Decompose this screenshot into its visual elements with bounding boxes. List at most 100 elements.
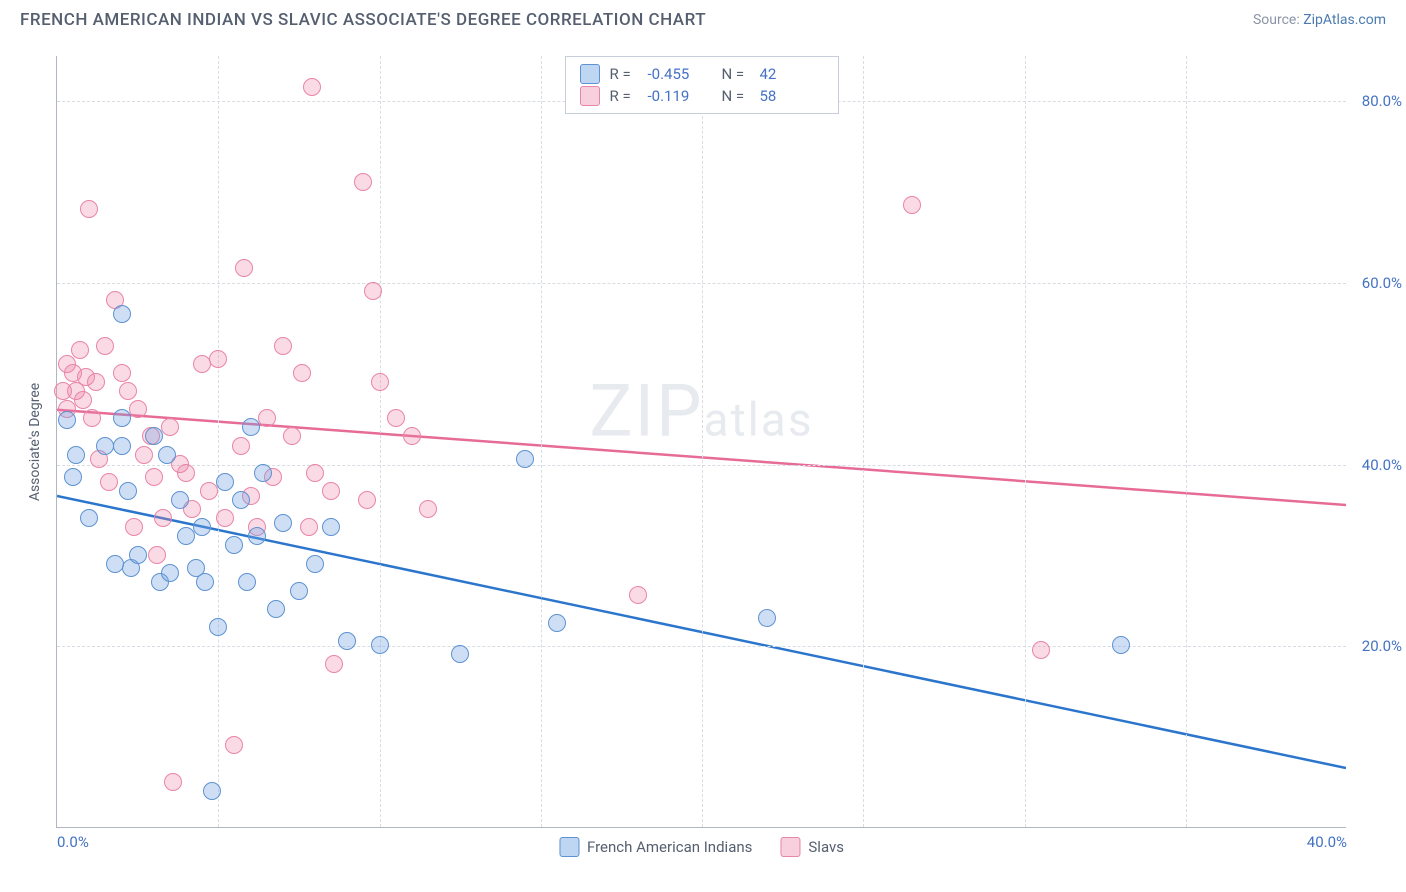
gridline-vertical	[863, 56, 864, 827]
data-point-slavs	[209, 350, 227, 368]
n-value: 42	[760, 63, 824, 85]
series-legend: French American Indians Slavs	[559, 837, 844, 857]
series-legend-label: Slavs	[808, 838, 844, 856]
data-point-french-american-indian	[306, 555, 324, 573]
data-point-french-american-indian	[145, 427, 163, 445]
data-point-french-american-indian	[1112, 636, 1130, 654]
plot-region: ZIPatlas Associate's Degree R =-0.455N =…	[56, 56, 1346, 828]
data-point-slavs	[113, 364, 131, 382]
series-legend-label: French American Indians	[587, 838, 752, 856]
data-point-french-american-indian	[113, 305, 131, 323]
data-point-slavs	[387, 409, 405, 427]
data-point-slavs	[371, 373, 389, 391]
data-point-french-american-indian	[225, 536, 243, 554]
data-point-slavs	[325, 655, 343, 673]
data-point-french-american-indian	[193, 518, 211, 536]
data-point-french-american-indian	[161, 564, 179, 582]
gridline-vertical	[218, 56, 219, 827]
data-point-french-american-indian	[64, 468, 82, 486]
gridline-vertical	[1186, 56, 1187, 827]
gridline-vertical	[380, 56, 381, 827]
legend-swatch-pink	[580, 86, 600, 106]
data-point-slavs	[87, 373, 105, 391]
data-point-slavs	[135, 446, 153, 464]
data-point-slavs	[100, 473, 118, 491]
data-point-slavs	[419, 500, 437, 518]
data-point-french-american-indian	[119, 482, 137, 500]
gridline-vertical	[1025, 56, 1026, 827]
data-point-slavs	[80, 200, 98, 218]
y-tick-label: 20.0%	[1362, 637, 1402, 655]
correlation-legend-row: R = -0.119 N = 58	[580, 85, 824, 107]
data-point-french-american-indian	[203, 782, 221, 800]
data-point-french-american-indian	[196, 573, 214, 591]
data-point-french-american-indian	[371, 636, 389, 654]
n-label: N =	[722, 85, 750, 107]
n-label: N =	[722, 63, 750, 85]
chart-area: ZIPatlas Associate's Degree R = -0.455 N =…	[20, 46, 1386, 882]
legend-swatch-blue	[559, 837, 579, 857]
data-point-slavs	[129, 400, 147, 418]
data-point-french-american-indian	[516, 450, 534, 468]
data-point-french-american-indian	[129, 546, 147, 564]
data-point-slavs	[364, 282, 382, 300]
r-value: -0.455	[648, 63, 712, 85]
x-tick-label: 0.0%	[57, 833, 89, 851]
watermark-big: ZIP	[589, 368, 703, 453]
legend-swatch-blue	[580, 64, 600, 84]
data-point-french-american-indian	[267, 600, 285, 618]
data-point-french-american-indian	[338, 632, 356, 650]
data-point-slavs	[145, 468, 163, 486]
series-legend-item: Slavs	[780, 837, 844, 857]
gridline-vertical	[702, 56, 703, 827]
data-point-french-american-indian	[290, 582, 308, 600]
r-value: -0.119	[648, 85, 712, 107]
data-point-slavs	[232, 437, 250, 455]
watermark-small: atlas	[704, 393, 814, 447]
correlation-legend-row: R =-0.455N =42	[580, 63, 824, 85]
r-label: R =	[610, 85, 638, 107]
x-tick-label: 40.0%	[1307, 833, 1347, 851]
data-point-slavs	[903, 196, 921, 214]
source-link[interactable]: ZipAtlas.com	[1303, 12, 1386, 28]
data-point-slavs	[216, 509, 234, 527]
chart-source: Source: ZipAtlas.com	[1253, 12, 1386, 28]
n-value: 58	[760, 85, 824, 107]
data-point-slavs	[83, 409, 101, 427]
y-tick-label: 60.0%	[1362, 274, 1402, 292]
data-point-slavs	[225, 736, 243, 754]
correlation-legend: R = -0.455 N = 42R = -0.119 N = 58	[565, 56, 839, 114]
data-point-french-american-indian	[322, 518, 340, 536]
data-point-slavs	[71, 341, 89, 359]
data-point-french-american-indian	[58, 411, 76, 429]
data-point-slavs	[629, 586, 647, 604]
data-point-french-american-indian	[248, 527, 266, 545]
data-point-slavs	[148, 546, 166, 564]
series-legend-item: French American Indians	[559, 837, 752, 857]
data-point-slavs	[258, 409, 276, 427]
data-point-slavs	[283, 427, 301, 445]
y-tick-label: 80.0%	[1362, 92, 1402, 110]
data-point-slavs	[293, 364, 311, 382]
data-point-slavs	[1032, 641, 1050, 659]
data-point-slavs	[403, 427, 421, 445]
gridline-vertical	[541, 56, 542, 827]
data-point-french-american-indian	[67, 446, 85, 464]
data-point-slavs	[235, 259, 253, 277]
data-point-french-american-indian	[177, 527, 195, 545]
data-point-french-american-indian	[254, 464, 272, 482]
data-point-slavs	[274, 337, 292, 355]
data-point-slavs	[125, 518, 143, 536]
data-point-french-american-indian	[113, 409, 131, 427]
data-point-french-american-indian	[113, 437, 131, 455]
y-tick-label: 40.0%	[1362, 456, 1402, 474]
chart-title: FRENCH AMERICAN INDIAN VS SLAVIC ASSOCIA…	[20, 10, 706, 30]
data-point-slavs	[300, 518, 318, 536]
data-point-slavs	[322, 482, 340, 500]
data-point-slavs	[161, 418, 179, 436]
data-point-french-american-indian	[209, 618, 227, 636]
data-point-french-american-indian	[451, 645, 469, 663]
data-point-slavs	[154, 509, 172, 527]
data-point-french-american-indian	[758, 609, 776, 627]
y-axis-title: Associate's Degree	[27, 382, 43, 500]
